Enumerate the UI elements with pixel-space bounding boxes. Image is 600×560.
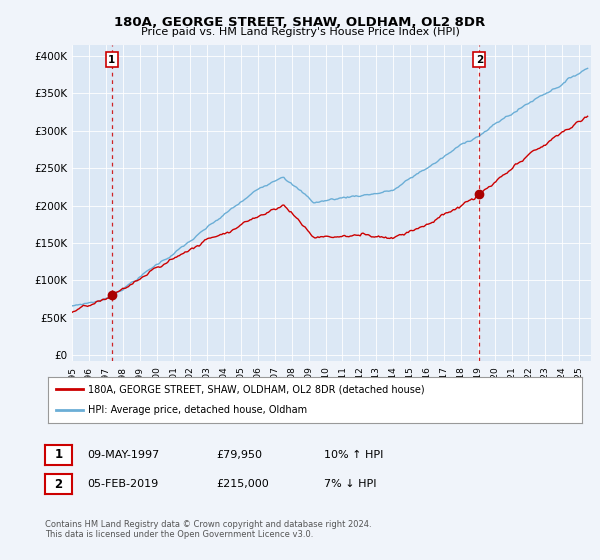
Text: 05-FEB-2019: 05-FEB-2019 bbox=[87, 479, 158, 489]
Text: 180A, GEORGE STREET, SHAW, OLDHAM, OL2 8DR (detached house): 180A, GEORGE STREET, SHAW, OLDHAM, OL2 8… bbox=[88, 384, 425, 394]
Text: HPI: Average price, detached house, Oldham: HPI: Average price, detached house, Oldh… bbox=[88, 405, 307, 416]
Text: £215,000: £215,000 bbox=[216, 479, 269, 489]
Text: 2: 2 bbox=[55, 478, 62, 491]
Text: 1: 1 bbox=[55, 448, 62, 461]
Text: Price paid vs. HM Land Registry's House Price Index (HPI): Price paid vs. HM Land Registry's House … bbox=[140, 27, 460, 37]
Text: 180A, GEORGE STREET, SHAW, OLDHAM, OL2 8DR: 180A, GEORGE STREET, SHAW, OLDHAM, OL2 8… bbox=[115, 16, 485, 29]
Text: 10% ↑ HPI: 10% ↑ HPI bbox=[324, 450, 383, 460]
Text: 7% ↓ HPI: 7% ↓ HPI bbox=[324, 479, 377, 489]
Text: 1: 1 bbox=[108, 55, 116, 65]
Text: Contains HM Land Registry data © Crown copyright and database right 2024.
This d: Contains HM Land Registry data © Crown c… bbox=[45, 520, 371, 539]
Text: 2: 2 bbox=[476, 55, 483, 65]
Text: £79,950: £79,950 bbox=[216, 450, 262, 460]
Text: 09-MAY-1997: 09-MAY-1997 bbox=[87, 450, 159, 460]
